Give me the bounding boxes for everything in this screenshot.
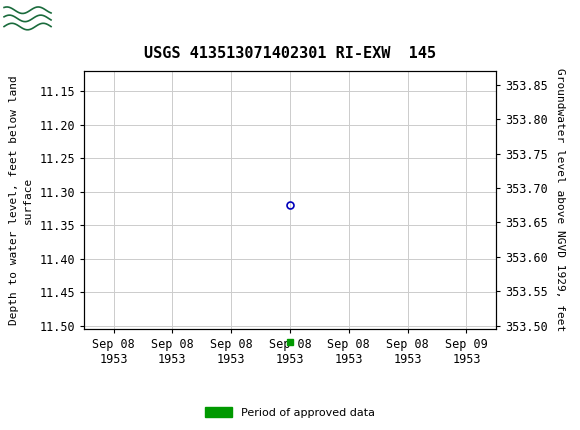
Text: USGS: USGS [57,12,112,29]
FancyBboxPatch shape [3,3,52,37]
Y-axis label: Groundwater level above NGVD 1929, feet: Groundwater level above NGVD 1929, feet [554,68,564,332]
Text: USGS 413513071402301 RI-EXW  145: USGS 413513071402301 RI-EXW 145 [144,46,436,61]
Legend: Period of approved data: Period of approved data [200,403,380,422]
Y-axis label: Depth to water level, feet below land
surface: Depth to water level, feet below land su… [9,75,32,325]
